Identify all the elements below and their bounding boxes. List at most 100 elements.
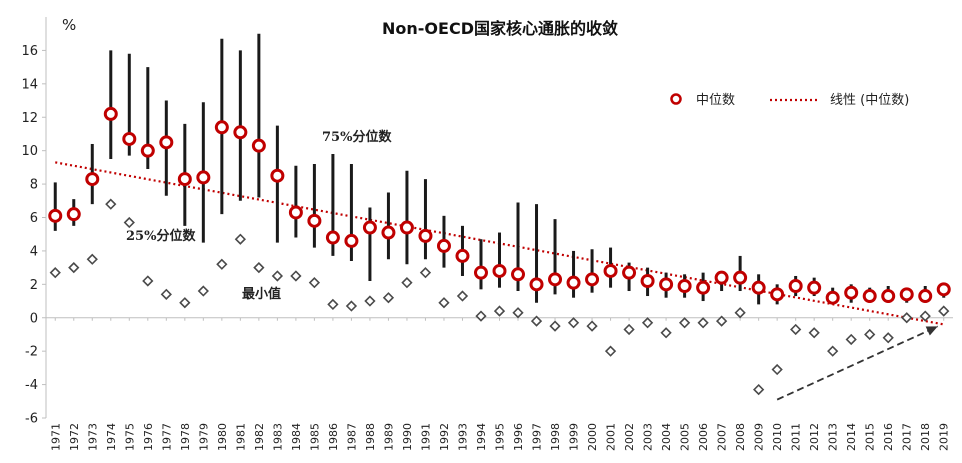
min-marker [49, 267, 61, 279]
min-marker [86, 253, 98, 265]
x-tick-label: 2012 [808, 423, 821, 451]
x-tick-label: 1987 [345, 423, 358, 451]
min-marker [901, 312, 913, 324]
axes: -6 -4 -2 0 2 4 6 8 10 12 14 16 1971 1972 1973 1974 1975 1… [21, 17, 953, 451]
x-tick-label: 1997 [531, 423, 544, 451]
median-marker [770, 287, 785, 302]
min-marker [160, 288, 172, 300]
x-tick-label: 1986 [327, 423, 340, 451]
x-tick-label: 1988 [364, 423, 377, 451]
min-marker [142, 275, 154, 287]
median-marker [825, 290, 840, 305]
y-tick-label: 0 [30, 311, 38, 326]
median-marker [177, 172, 192, 187]
x-tick-label: 1975 [123, 423, 136, 451]
median-marker [622, 265, 637, 280]
min-marker [678, 317, 691, 329]
min-marker [567, 317, 580, 329]
median-marker [270, 168, 285, 183]
arrow-layer [776, 325, 939, 401]
x-tick-label: 1999 [568, 423, 581, 451]
min-marker [290, 270, 302, 282]
annotation-p25: 25%分位数 [126, 228, 196, 244]
min-marker [604, 345, 617, 357]
median-marker [288, 205, 303, 220]
legend-trend-label: 线性 (中位数) [830, 93, 909, 108]
legend: 中位数 线性 (中位数) [670, 93, 909, 108]
median-marker [48, 208, 63, 223]
median-marker [455, 248, 470, 263]
median-marker [492, 263, 507, 278]
x-tick-label: 2010 [771, 423, 784, 451]
y-tick-label: 8 [30, 178, 38, 193]
x-tick-label: 2011 [790, 423, 803, 451]
x-tick-label: 2006 [697, 423, 710, 451]
y-tick-label: 4 [30, 244, 38, 259]
median-marker [696, 280, 711, 295]
min-marker [419, 267, 432, 279]
x-tick-label: 2008 [734, 423, 747, 451]
y-tick-label: -2 [25, 345, 38, 360]
x-tick-label: 2005 [679, 423, 692, 451]
x-tick-label: 2007 [716, 423, 729, 451]
x-tick-label: 1981 [234, 423, 247, 451]
median-marker [659, 277, 674, 292]
x-tick-label: 1977 [160, 423, 173, 451]
median-markers [48, 106, 951, 305]
min-marker [253, 261, 265, 274]
min-marker [438, 297, 450, 309]
min-marker [382, 292, 395, 304]
iqr-bars [53, 33, 946, 305]
median-marker [85, 172, 100, 187]
trend-arrow-line [776, 325, 939, 401]
x-tick-label: 2004 [660, 423, 673, 451]
y-tick-label: 10 [21, 144, 38, 159]
x-tick-label: 1990 [401, 423, 414, 451]
min-marker [512, 307, 524, 319]
median-marker [918, 289, 933, 304]
median-marker [418, 228, 433, 243]
median-marker [751, 280, 766, 295]
annotation-min: 最小值 [242, 286, 281, 302]
min-marker [123, 216, 135, 229]
median-marker [66, 207, 81, 222]
x-tick-label: 2015 [864, 423, 877, 451]
x-tick-label: 2017 [901, 423, 914, 451]
min-marker [216, 258, 228, 270]
x-tick-label: 1974 [105, 423, 118, 451]
median-marker [325, 230, 340, 245]
median-marker [214, 120, 229, 135]
x-tick-label: 1998 [549, 423, 562, 451]
median-marker [511, 267, 526, 282]
min-marker [827, 345, 839, 357]
min-marker [549, 320, 561, 332]
min-marker [493, 305, 506, 317]
median-marker [862, 289, 877, 304]
x-tick-label: 2000 [586, 423, 599, 451]
min-marker [771, 363, 783, 376]
median-marker [399, 220, 414, 235]
x-tick-label: 2019 [938, 423, 951, 451]
median-marker [844, 285, 859, 300]
min-marker [938, 305, 950, 317]
median-marker [140, 143, 155, 158]
y-tick-label: 12 [21, 111, 38, 126]
median-marker [251, 138, 266, 153]
trend-arrow-head [925, 326, 938, 336]
median-marker [677, 279, 692, 294]
median-marker [788, 279, 803, 294]
median-marker [381, 225, 396, 240]
min-marker [456, 290, 469, 302]
min-marker [327, 298, 339, 311]
min-marker [808, 327, 820, 339]
min-marker [234, 233, 246, 245]
x-tick-label: 2001 [605, 423, 618, 451]
min-marker [790, 323, 802, 336]
min-marker [530, 315, 543, 327]
median-marker [103, 106, 118, 121]
min-marker [68, 261, 80, 274]
min-marker [864, 328, 876, 341]
median-marker [566, 275, 581, 290]
x-tick-label: 2013 [827, 423, 840, 451]
annotation-p75: 75%分位数 [322, 129, 392, 145]
